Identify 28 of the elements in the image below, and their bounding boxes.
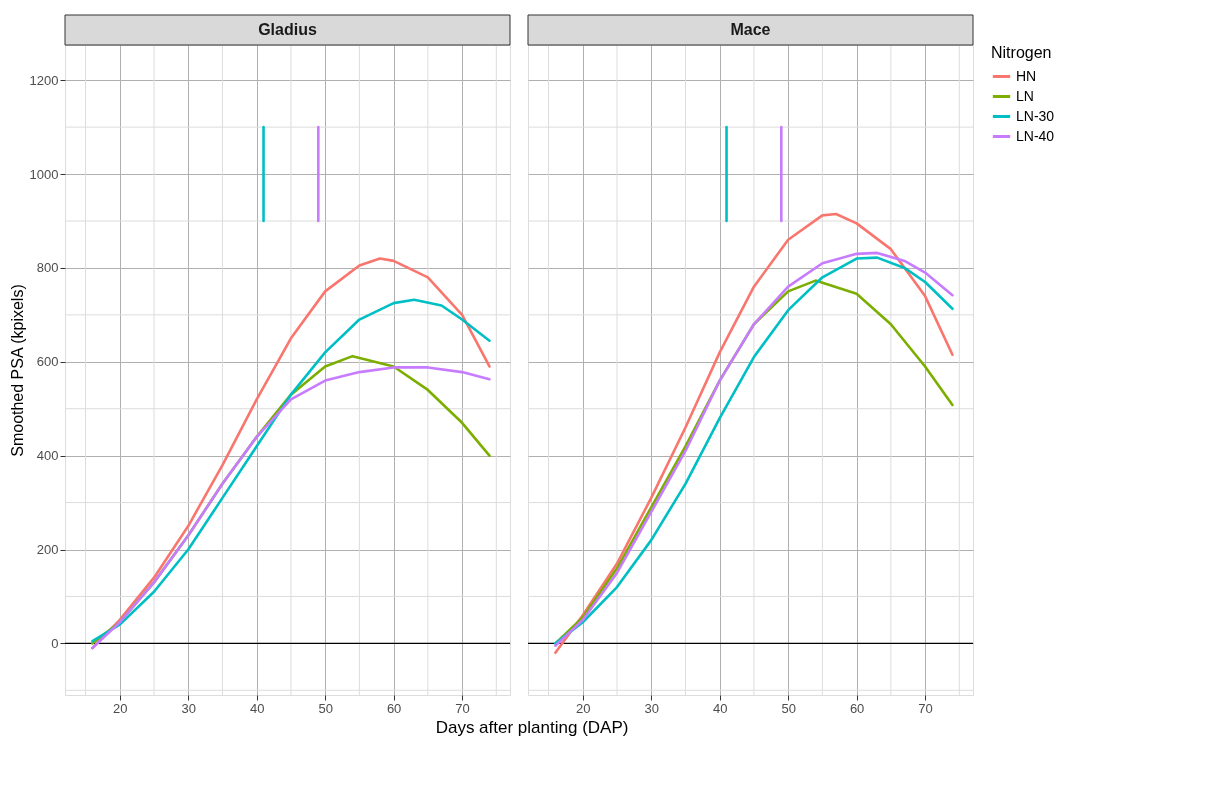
legend-label: LN-40 (1016, 127, 1055, 144)
chart-title: Mace (730, 21, 771, 38)
x-tick-label: 60 (386, 700, 402, 716)
x-tick-label: 40 (712, 700, 728, 716)
x-tick-label: 30 (181, 700, 196, 716)
x-tick-label: 70 (455, 700, 470, 716)
y-tick-label: 1200 (29, 72, 59, 88)
x-axis-title: Days after planting (DAP) (435, 717, 629, 737)
y-tick-label: 600 (36, 354, 59, 370)
legend-label: HN (1016, 67, 1037, 84)
chart-title: Gladius (258, 21, 317, 38)
x-tick-label: 20 (576, 700, 591, 716)
y-tick-label: 400 (36, 448, 59, 464)
x-tick-label: 70 (918, 700, 933, 716)
y-tick-label: 1000 (29, 166, 59, 182)
x-tick-label: 20 (113, 700, 128, 716)
legend-title: Nitrogen (991, 44, 1052, 61)
x-tick-label: 50 (318, 700, 333, 716)
y-axis-title: Smoothed PSA (kpixels) (8, 284, 26, 457)
y-tick-label: 800 (36, 260, 59, 276)
x-tick-label: 30 (644, 700, 659, 716)
y-tick-label: 0 (51, 635, 59, 651)
y-tick-label: 200 (36, 542, 59, 558)
legend-label: LN (1016, 87, 1034, 104)
x-tick-label: 60 (849, 700, 865, 716)
x-tick-label: 40 (249, 700, 265, 716)
legend-label: LN-30 (1016, 107, 1055, 124)
x-tick-label: 50 (781, 700, 796, 716)
